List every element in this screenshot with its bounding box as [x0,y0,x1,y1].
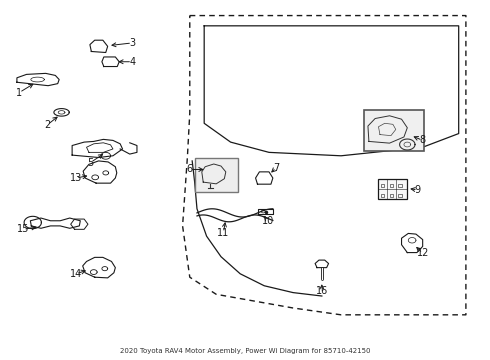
Text: 2020 Toyota RAV4 Motor Assembly, Power Wi Diagram for 85710-42150: 2020 Toyota RAV4 Motor Assembly, Power W… [120,347,370,354]
Text: 14: 14 [70,269,82,279]
Text: 8: 8 [419,135,426,145]
Text: 16: 16 [316,286,328,296]
Text: 10: 10 [262,216,274,226]
Bar [381,184,384,187]
Text: 9: 9 [415,185,421,195]
Text: 11: 11 [217,228,229,238]
Text: 13: 13 [70,173,82,183]
Text: 15: 15 [17,224,29,234]
Bar [378,179,407,199]
Bar [390,184,393,187]
Text: 1: 1 [16,87,23,98]
Bar [398,184,401,187]
Text: 3: 3 [129,38,135,48]
Bar [364,110,424,151]
Bar [381,194,384,197]
Text: 7: 7 [273,163,279,173]
Bar [390,194,393,197]
Text: 5: 5 [87,158,94,168]
Text: 12: 12 [416,248,429,258]
Bar [398,194,401,197]
Bar [195,158,238,192]
Text: 6: 6 [187,165,193,175]
Text: 4: 4 [129,57,135,67]
Text: 2: 2 [44,120,50,130]
